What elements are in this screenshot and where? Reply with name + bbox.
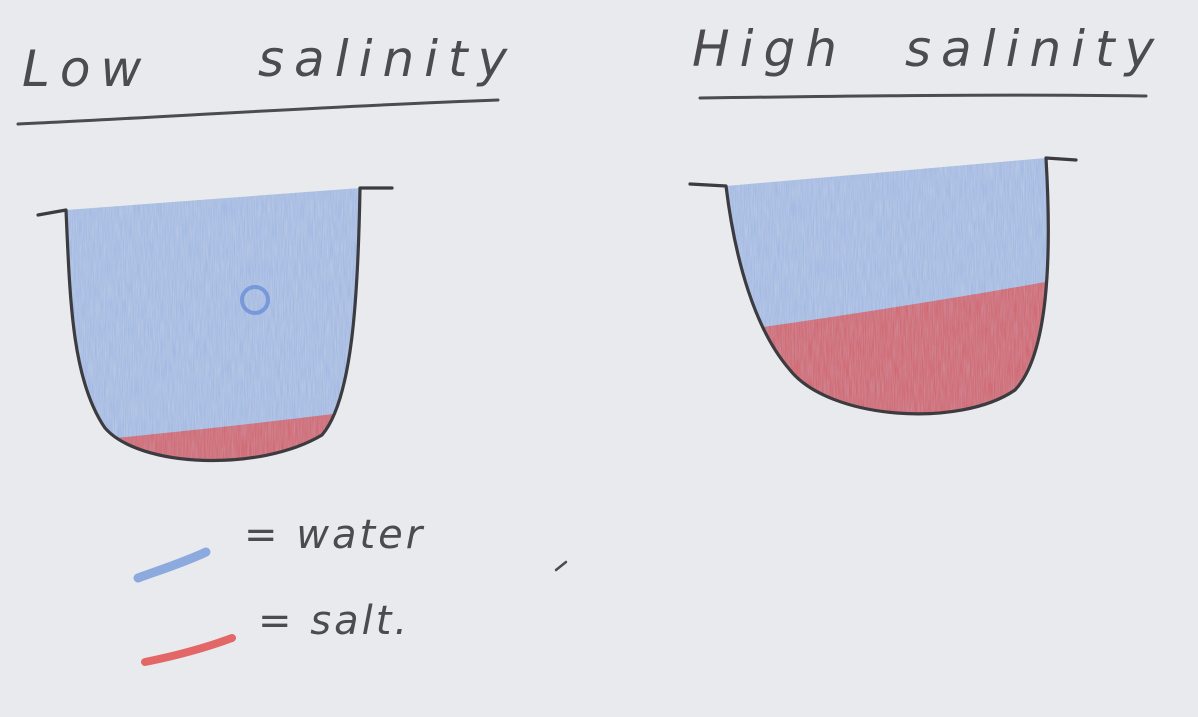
low-salinity-dot-mark bbox=[240, 285, 270, 315]
legend-salt-label: = salt. bbox=[258, 598, 411, 644]
low-salinity-title-word2: salinity bbox=[258, 30, 518, 88]
high-salinity-title-word1: High bbox=[692, 20, 847, 78]
legend-water-swatch bbox=[133, 547, 211, 583]
low-salinity-water-fill bbox=[66, 188, 360, 461]
high-salinity-container bbox=[688, 156, 1078, 416]
low-salinity-container-outline bbox=[36, 186, 394, 463]
low-salinity-salt-layer bbox=[66, 408, 360, 461]
low-salinity-title-word1: Low bbox=[22, 40, 152, 98]
stray-pencil-mark bbox=[554, 560, 568, 572]
legend-salt-swatch bbox=[141, 634, 236, 666]
low-salinity-underline bbox=[16, 98, 500, 126]
high-salinity-title-word2: salinity bbox=[905, 20, 1165, 78]
low-salinity-container bbox=[36, 186, 394, 463]
legend-water-label: = water bbox=[244, 512, 426, 558]
high-salinity-container-outline bbox=[688, 156, 1078, 416]
high-salinity-underline bbox=[698, 93, 1148, 100]
